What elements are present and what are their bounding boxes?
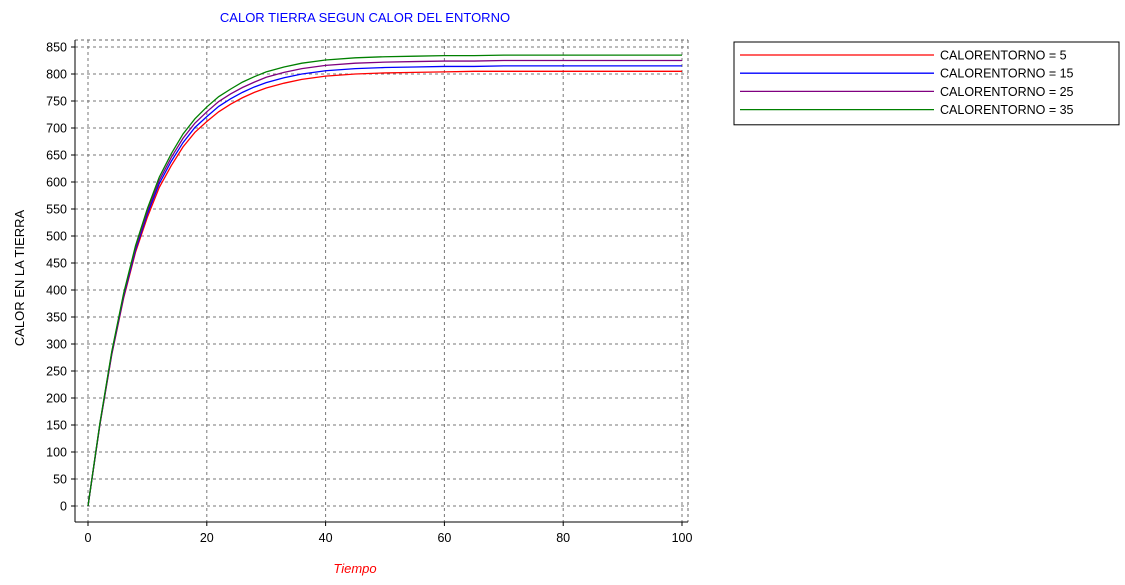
y-tick-label: 150 <box>46 419 67 433</box>
y-tick-label: 200 <box>46 392 67 406</box>
y-tick-label: 800 <box>46 68 67 82</box>
y-tick-label: 250 <box>46 365 67 379</box>
x-tick-label: 60 <box>437 531 451 545</box>
y-axis-label: CALOR EN LA TIERRA <box>12 210 27 347</box>
series-line-2 <box>88 66 682 506</box>
y-tick-label: 0 <box>60 500 67 514</box>
y-tick-label: 350 <box>46 311 67 325</box>
y-tick-label: 400 <box>46 284 67 298</box>
y-tick-label: 850 <box>46 41 67 55</box>
y-tick-label: 100 <box>46 446 67 460</box>
series-line-4 <box>88 55 682 506</box>
series-line-1 <box>88 71 682 506</box>
chart-title: CALOR TIERRA SEGUN CALOR DEL ENTORNO <box>220 10 510 25</box>
x-tick-label: 40 <box>319 531 333 545</box>
x-axis-label: Tiempo <box>333 561 376 576</box>
y-tick-label: 550 <box>46 203 67 217</box>
grid-layer <box>75 40 688 522</box>
y-tick-label: 600 <box>46 176 67 190</box>
y-tick-label: 750 <box>46 95 67 109</box>
legend-label-4: CALORENTORNO = 35 <box>940 103 1074 117</box>
y-tick-label: 300 <box>46 338 67 352</box>
legend: CALORENTORNO = 5 CALORENTORNO = 15 CALOREN… <box>734 42 1119 125</box>
y-tick-label: 700 <box>46 122 67 136</box>
y-tick-label: 650 <box>46 149 67 163</box>
y-tick-label: 450 <box>46 257 67 271</box>
legend-label-3: CALORENTORNO = 25 <box>940 85 1074 99</box>
x-tick-label: 80 <box>556 531 570 545</box>
y-tick-label: 50 <box>53 473 67 487</box>
x-tick-label: 100 <box>672 531 693 545</box>
x-tick-label: 0 <box>85 531 92 545</box>
axes-layer: 0501001502002503003504004505005506006507… <box>46 40 692 545</box>
y-tick-label: 500 <box>46 230 67 244</box>
legend-label-2: CALORENTORNO = 15 <box>940 67 1074 81</box>
series-layer <box>88 55 682 506</box>
legend-label-1: CALORENTORNO = 5 <box>940 49 1067 63</box>
x-tick-label: 20 <box>200 531 214 545</box>
series-line-3 <box>88 61 682 507</box>
